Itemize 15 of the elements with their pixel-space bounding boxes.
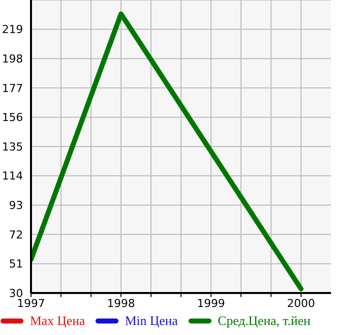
y-tick-label: 51 [9,258,23,271]
y-tick-label: 93 [9,199,23,212]
y-tick-label: 177 [2,82,23,95]
x-tick-label: 1998 [107,296,136,310]
x-tick-label: 2000 [287,296,316,310]
y-tick-label: 219 [2,23,23,36]
x-tick-label: 1999 [197,296,226,310]
y-tick-label: 72 [9,228,23,242]
y-tick-label: 135 [2,140,23,154]
legend-label: Сред.Цена, т.йен [216,313,310,329]
y-tick-label: 156 [2,111,23,124]
legend-label: Max Цена [29,313,85,329]
y-tick-label: 198 [2,52,23,66]
legend-label: Min Цена [124,313,178,329]
y-tick-label: 114 [2,170,23,183]
